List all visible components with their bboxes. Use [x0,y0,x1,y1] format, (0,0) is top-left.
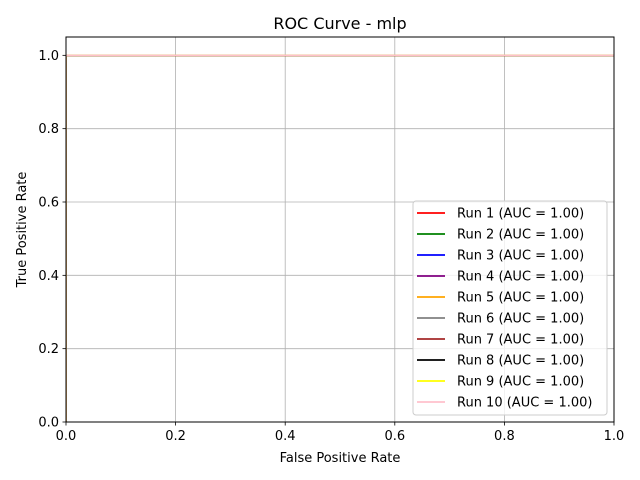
legend: Run 1 (AUC = 1.00) Run 2 (AUC = 1.00) Run … [412,200,608,416]
y-tick-label: 1.0 [38,49,59,64]
y-tick-label: 0.2 [38,342,59,357]
y-axis-label: True Positive Rate [15,172,30,289]
legend-label-run-7: Run 7 (AUC = 1.00) [457,333,584,348]
y-tick-label: 0.8 [38,122,59,137]
legend-label-run-8: Run 8 (AUC = 1.00) [457,354,584,369]
series-lines [66,54,614,422]
y-tick-label: 0.0 [38,416,59,431]
y-tick-label: 0.6 [38,196,59,211]
x-tick-label: 0.0 [56,429,77,444]
chart-title: ROC Curve - mlp [273,14,406,33]
y-axis-ticks: 0.0 0.2 0.4 0.6 0.8 1.0 [38,49,66,431]
legend-label-run-10: Run 10 (AUC = 1.00) [457,396,592,411]
series-line-run-10 [66,54,614,422]
legend-label-run-5: Run 5 (AUC = 1.00) [457,291,584,306]
legend-label-run-2: Run 2 (AUC = 1.00) [457,228,584,243]
legend-label-run-6: Run 6 (AUC = 1.00) [457,312,584,327]
legend-label-run-4: Run 4 (AUC = 1.00) [457,270,584,285]
y-tick-label: 0.4 [38,269,59,284]
x-axis-label: False Positive Rate [280,451,401,466]
x-tick-label: 0.2 [165,429,186,444]
legend-label-run-3: Run 3 (AUC = 1.00) [457,249,584,264]
legend-label-run-1: Run 1 (AUC = 1.00) [457,207,584,222]
x-tick-label: 1.0 [604,429,625,444]
legend-box [412,200,608,416]
x-axis-ticks: 0.0 0.2 0.4 0.6 0.8 1.0 [56,422,625,444]
x-tick-label: 0.4 [275,429,296,444]
x-tick-label: 0.8 [494,429,515,444]
legend-label-run-9: Run 9 (AUC = 1.00) [457,375,584,390]
x-tick-label: 0.6 [384,429,405,444]
plot-frame [65,36,615,423]
